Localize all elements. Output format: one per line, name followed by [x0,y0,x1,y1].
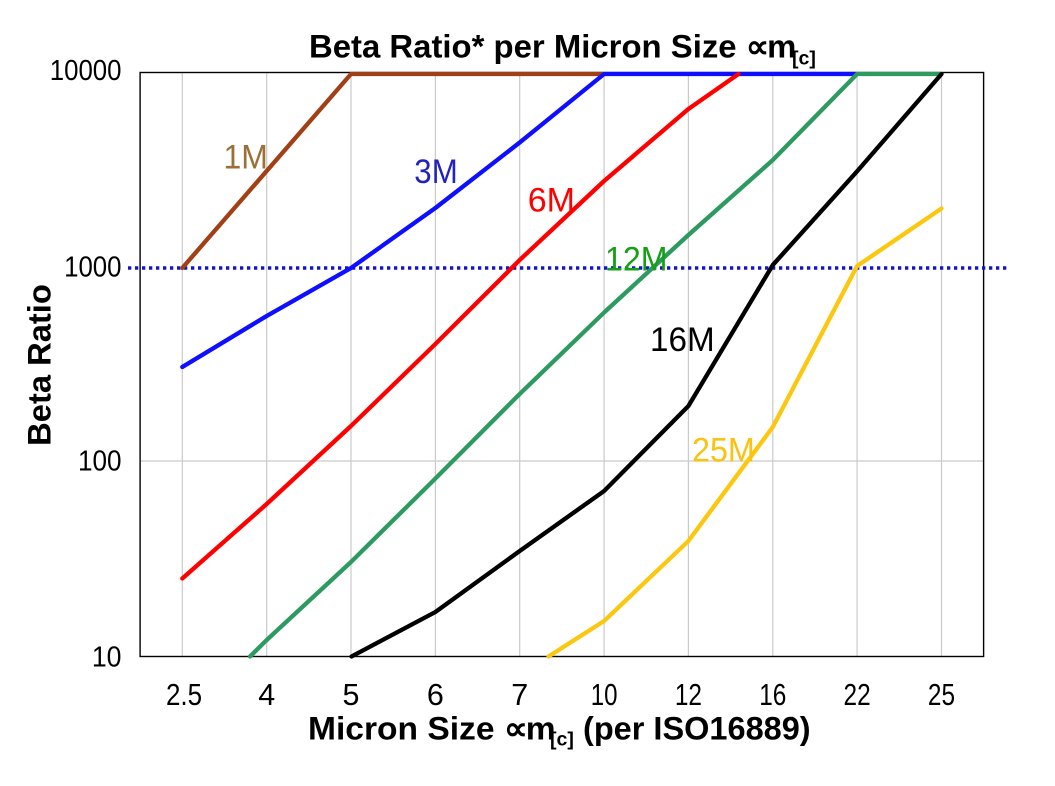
svg-text:5: 5 [343,678,360,712]
svg-text:1000: 1000 [64,250,121,283]
svg-text:25M: 25M [692,432,755,470]
svg-text:Beta Ratio* per Micron Size ∝m: Beta Ratio* per Micron Size ∝m [309,28,796,65]
svg-text:[c]: [c] [792,48,816,70]
svg-text:12M: 12M [605,241,667,279]
svg-text:25: 25 [928,677,955,711]
svg-text:Micron Size ∝m: Micron Size ∝m [308,711,556,747]
svg-text:100: 100 [78,444,122,477]
svg-text:3M: 3M [414,152,457,191]
svg-text:10000: 10000 [50,54,122,87]
svg-text:Beta Ratio: Beta Ratio [21,284,58,446]
svg-text:[c]: [c] [550,729,574,751]
svg-text:6: 6 [427,678,444,712]
svg-text:4: 4 [258,678,275,712]
svg-text:12: 12 [675,677,702,711]
svg-text:16: 16 [759,677,786,711]
svg-text:1M: 1M [224,138,268,176]
svg-text:10: 10 [92,641,122,673]
svg-text:6M: 6M [528,182,575,220]
svg-text:2.5: 2.5 [166,678,202,712]
svg-text:10: 10 [591,677,618,711]
svg-text:22: 22 [844,677,871,711]
svg-text:16M: 16M [650,322,715,359]
svg-text:(per ISO16889): (per ISO16889) [583,711,811,747]
svg-text:7: 7 [511,678,528,712]
